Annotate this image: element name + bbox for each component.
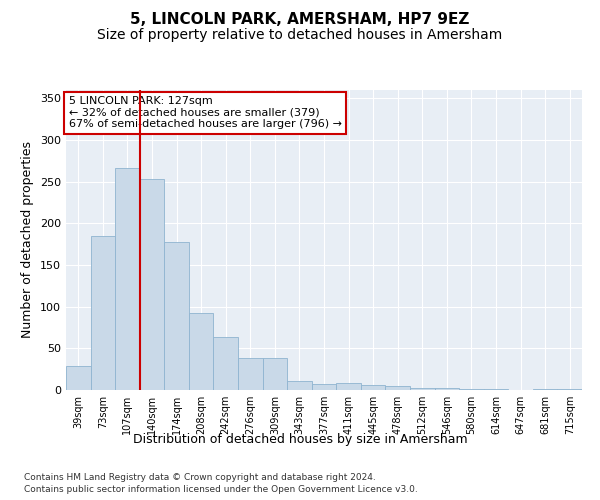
Bar [385, 386, 410, 390]
Bar [115, 168, 140, 390]
Bar [484, 389, 508, 390]
Bar [434, 388, 459, 390]
Bar [557, 389, 582, 390]
Text: Distribution of detached houses by size in Amersham: Distribution of detached houses by size … [133, 432, 467, 446]
Y-axis label: Number of detached properties: Number of detached properties [22, 142, 34, 338]
Bar [361, 385, 385, 390]
Bar [189, 312, 214, 390]
Bar [287, 381, 312, 390]
Bar [214, 336, 238, 390]
Bar [263, 358, 287, 390]
Text: Size of property relative to detached houses in Amersham: Size of property relative to detached ho… [97, 28, 503, 42]
Bar [312, 384, 336, 390]
Text: 5, LINCOLN PARK, AMERSHAM, HP7 9EZ: 5, LINCOLN PARK, AMERSHAM, HP7 9EZ [130, 12, 470, 28]
Bar [164, 242, 189, 390]
Bar [459, 389, 484, 390]
Bar [410, 388, 434, 390]
Bar [533, 389, 557, 390]
Text: Contains HM Land Registry data © Crown copyright and database right 2024.: Contains HM Land Registry data © Crown c… [24, 472, 376, 482]
Bar [140, 179, 164, 390]
Bar [91, 236, 115, 390]
Text: Contains public sector information licensed under the Open Government Licence v3: Contains public sector information licen… [24, 485, 418, 494]
Bar [336, 384, 361, 390]
Text: 5 LINCOLN PARK: 127sqm
← 32% of detached houses are smaller (379)
67% of semi-de: 5 LINCOLN PARK: 127sqm ← 32% of detached… [68, 96, 341, 129]
Bar [66, 366, 91, 390]
Bar [238, 358, 263, 390]
